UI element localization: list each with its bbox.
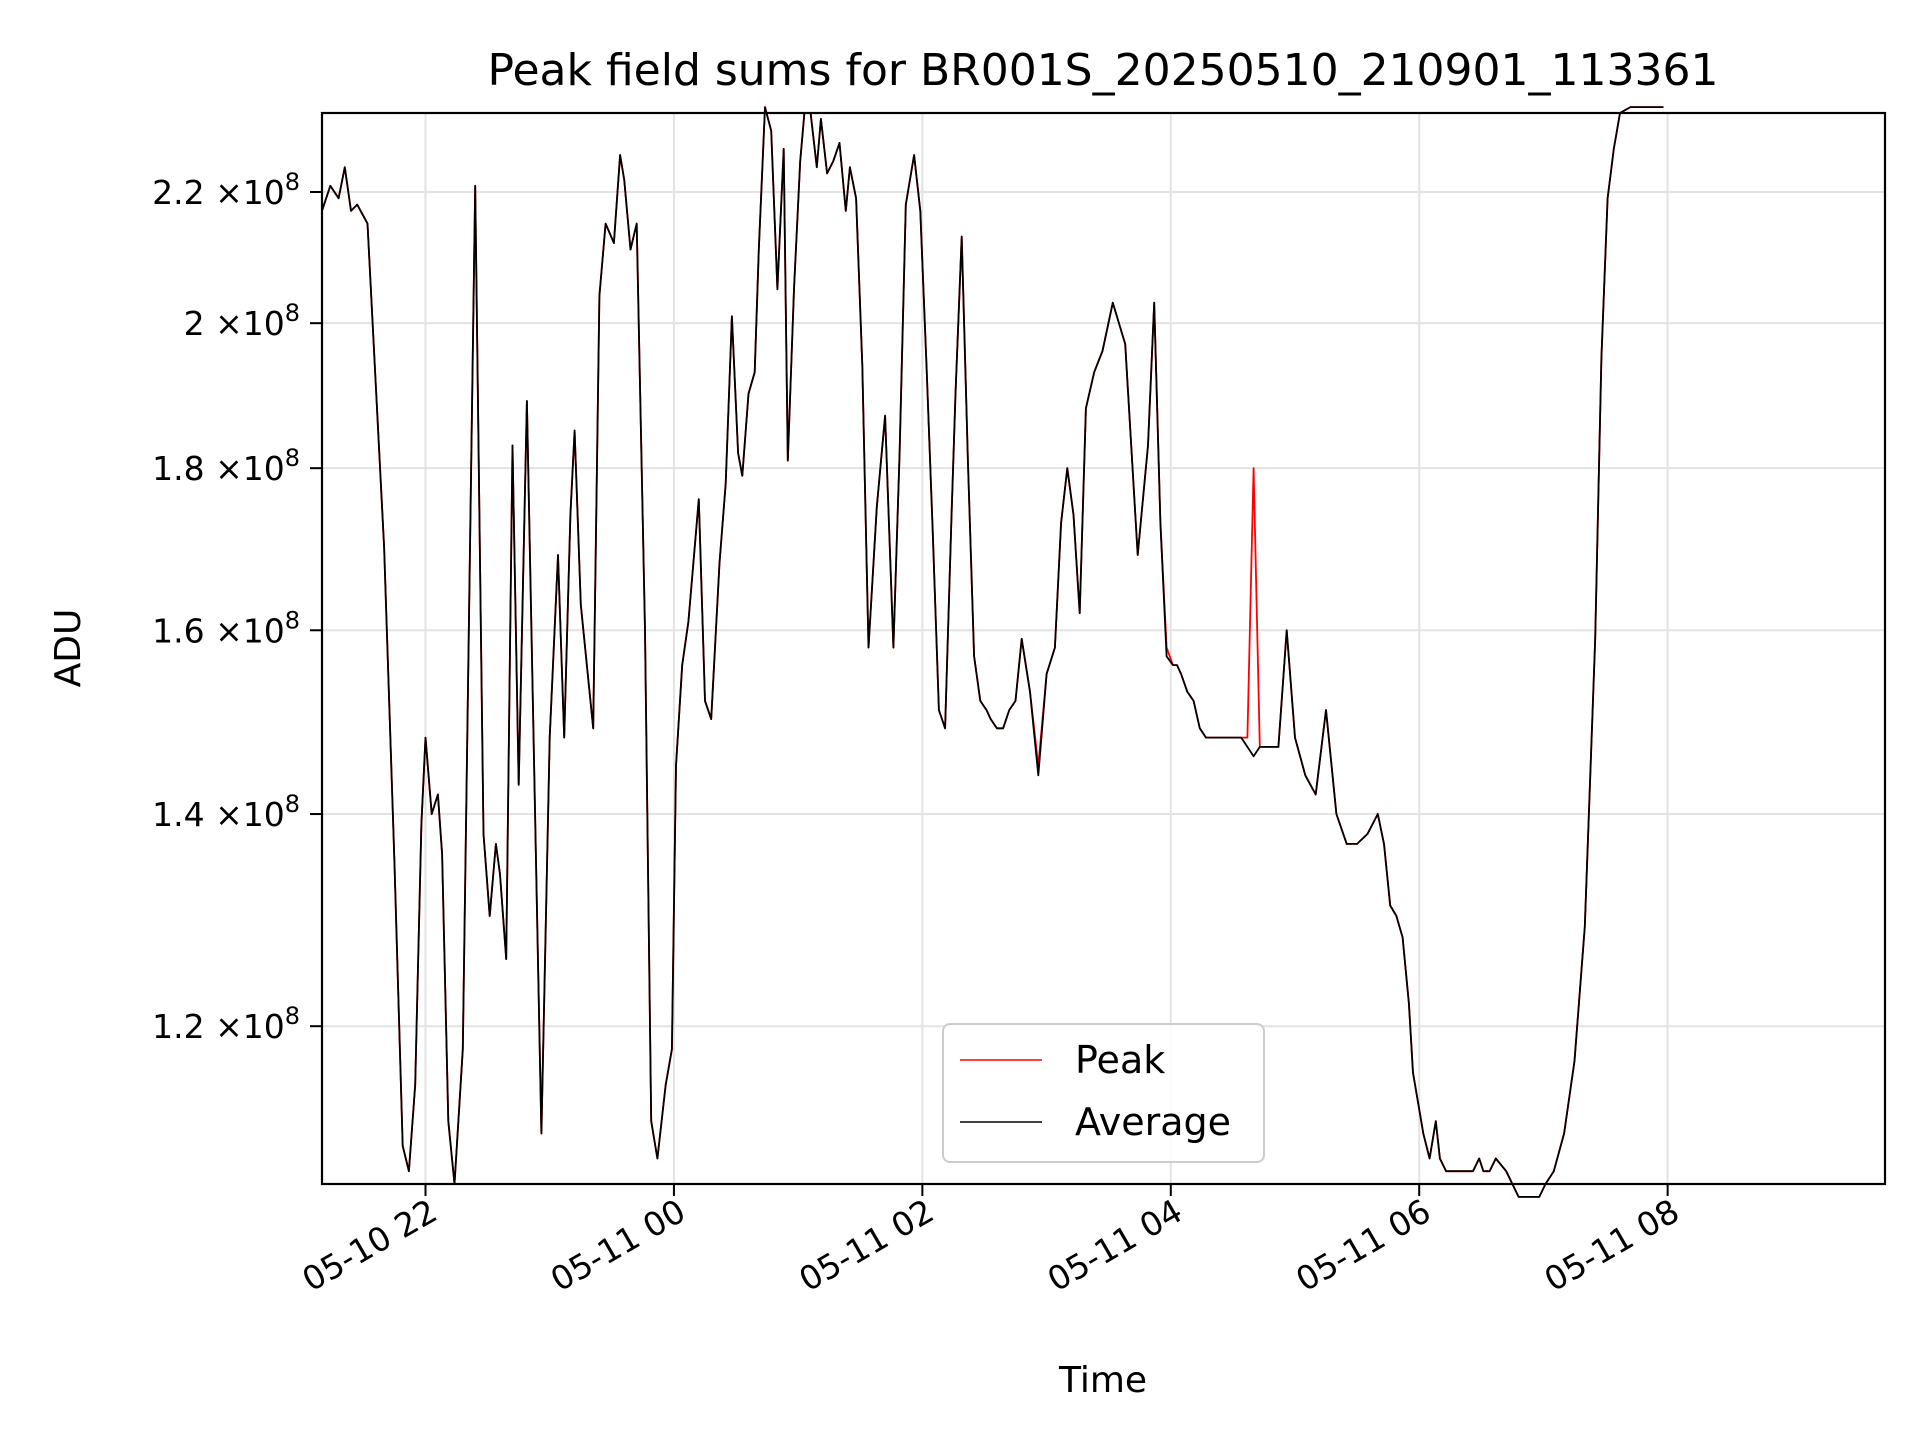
legend-label-peak: Peak	[1075, 1038, 1165, 1082]
chart-title: Peak field sums for BR001S_20250510_2109…	[487, 45, 1718, 96]
y-tick-label: 1.8 ×108	[152, 444, 300, 488]
y-tick-label: 1.4 ×108	[152, 790, 300, 834]
y-tick-label: 2 ×108	[184, 299, 300, 343]
plot-area-frame	[320, 111, 1887, 1186]
legend-label-average: Average	[1075, 1100, 1231, 1144]
y-tick-label: 1.2 ×108	[152, 1002, 300, 1046]
y-tick-label: 1.6 ×108	[152, 606, 300, 650]
y-axis: 1.2 ×108 1.4 ×108 1.6 ×108 1.8 ×108 2 ×108 2.…	[152, 168, 322, 1046]
legend-box	[942, 1023, 1265, 1163]
y-tick-label: 2.2 ×108	[152, 168, 300, 212]
legend: Peak Average	[942, 1023, 1265, 1163]
series-line-average	[321, 106, 1664, 1198]
y-axis-title: ADU	[48, 609, 89, 688]
x-axis-title: Time	[1058, 1360, 1147, 1401]
series-layer	[321, 106, 1664, 1198]
